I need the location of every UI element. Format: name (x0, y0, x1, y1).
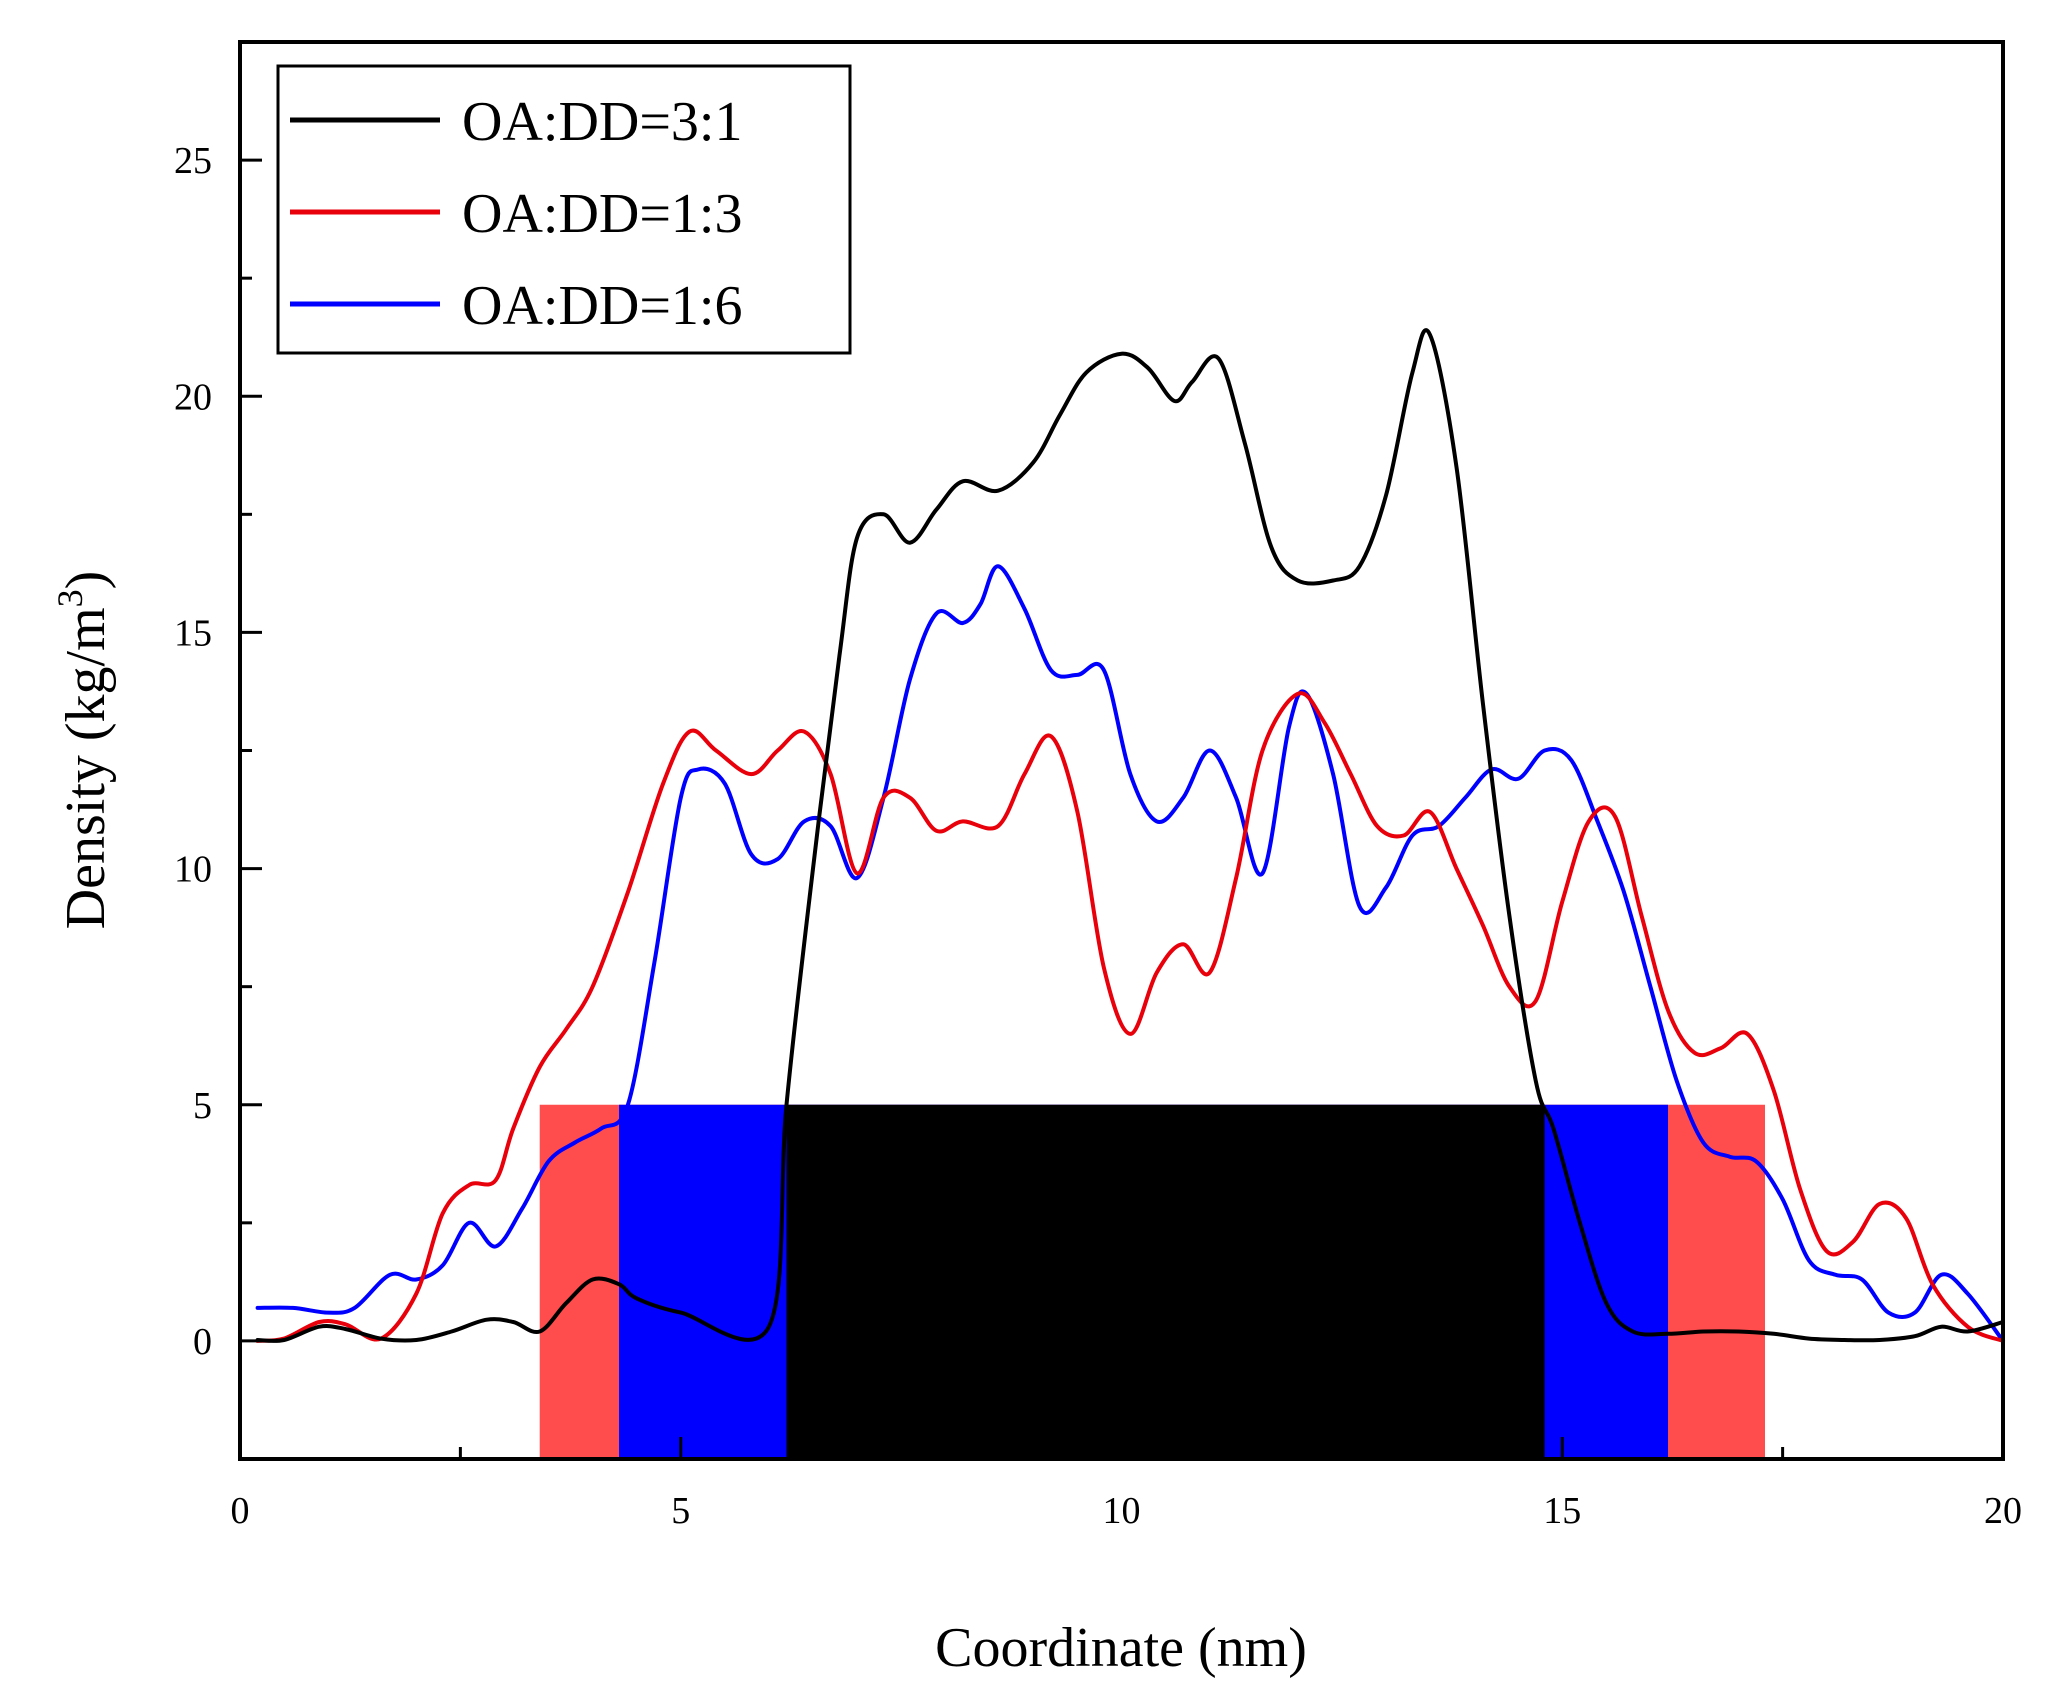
legend-label-0: OA:DD=3:1 (462, 91, 742, 153)
x-axis-title: Coordinate (nm) (935, 1617, 1307, 1679)
x-tick-label-3: 15 (1543, 1490, 1581, 1532)
y-tick-label-2: 10 (174, 849, 212, 891)
y-tick-label-4: 20 (174, 376, 212, 418)
y-tick-label-5: 25 (174, 140, 212, 182)
y-axis-title-close: ) (55, 571, 117, 590)
x-tick-label-2: 10 (1103, 1490, 1141, 1532)
y-axis-title-superscript: 3 (50, 589, 90, 607)
series-line-0 (255, 328, 2005, 1343)
legend-label-1: OA:DD=1:3 (462, 183, 742, 245)
x-tick-label-0: 0 (231, 1490, 250, 1532)
band-2 (786, 1104, 1545, 1459)
series-line-2 (255, 564, 2005, 1343)
legend-label-2: OA:DD=1:6 (462, 275, 742, 337)
y-tick-label-3: 15 (174, 612, 212, 654)
series-line-1 (255, 691, 2005, 1343)
y-tick-label-1: 5 (193, 1085, 212, 1127)
legend: OA:DD=3:1 OA:DD=1:3 OA:DD=1:6 (276, 64, 852, 355)
y-tick-label-0: 0 (193, 1321, 212, 1363)
x-tick-label-4: 20 (1984, 1490, 2022, 1532)
bands-layer (539, 1104, 1765, 1459)
y-axis-title: Density (kg/m3) (50, 571, 117, 930)
y-axis-title-main: Density (kg/m (55, 607, 117, 929)
x-tick-label-1: 5 (671, 1490, 690, 1532)
lines-layer (255, 328, 2005, 1343)
ticks-layer: 0 5 10 15 20 0 5 10 15 20 25 (174, 40, 2022, 1532)
